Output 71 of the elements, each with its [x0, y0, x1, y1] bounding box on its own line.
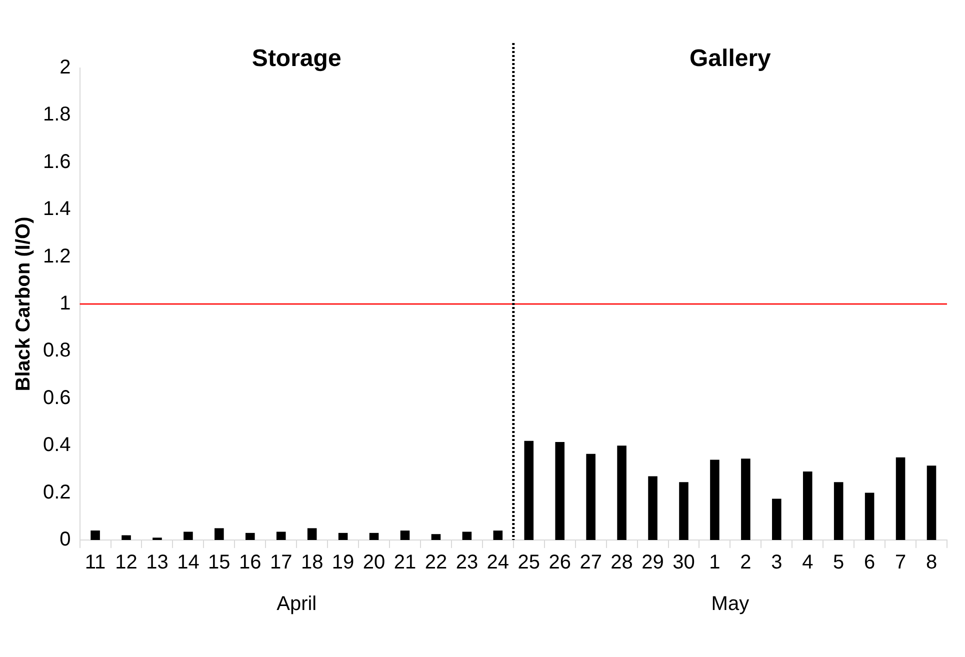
bar	[586, 454, 596, 540]
x-tick-label: 25	[518, 552, 540, 574]
x-tick-label: 1	[709, 552, 720, 574]
x-tick-label: 23	[456, 552, 478, 574]
y-axis-title: Black Carbon (I/O)	[12, 216, 35, 392]
x-tick-label: 8	[926, 552, 938, 574]
bar	[741, 458, 750, 540]
x-tick-label: 12	[115, 552, 138, 574]
x-tick-label: 13	[146, 552, 168, 574]
x-tick-label: 7	[894, 552, 906, 574]
y-tick-label: 2	[60, 56, 71, 79]
bar	[184, 532, 193, 540]
bar	[122, 535, 131, 540]
bar	[679, 482, 688, 540]
x-tick-label: 30	[672, 552, 695, 574]
bar	[307, 528, 317, 540]
y-tick-label: 1.8	[42, 104, 71, 126]
y-tick-label: 1	[60, 292, 71, 315]
x-tick-label: 19	[332, 552, 354, 574]
bar	[338, 532, 348, 540]
y-tick-label: 1.4	[42, 198, 71, 220]
x-tick-label: 28	[610, 552, 633, 574]
bar	[246, 532, 255, 540]
bar	[369, 532, 379, 540]
x-tick-label: 4	[802, 552, 814, 574]
annotation: Storage	[252, 45, 342, 72]
bar	[926, 466, 936, 540]
x-tick-label: 17	[270, 552, 292, 574]
text: May	[711, 593, 750, 615]
bar	[710, 460, 720, 540]
bar	[276, 532, 286, 540]
bar	[834, 482, 844, 540]
x-tick-label: 6	[864, 552, 876, 574]
y-tick-label: 0.4	[42, 434, 71, 456]
x-tick-label: 11	[84, 552, 106, 574]
bar	[802, 472, 812, 540]
y-tick-label: 0.6	[42, 386, 71, 409]
x-tick-label: 24	[486, 552, 510, 574]
annotation: Gallery	[690, 45, 772, 72]
bar	[617, 446, 626, 540]
bar	[214, 528, 224, 540]
bar	[431, 534, 441, 540]
y-tick-label: 1.2	[42, 245, 71, 268]
x-tick-label: 18	[300, 552, 324, 574]
x-tick-label: 21	[394, 552, 416, 574]
text: April	[276, 593, 317, 615]
y-tick-label: 0.2	[42, 481, 71, 504]
bar	[555, 442, 565, 540]
x-tick-label: 5	[833, 552, 844, 574]
bar	[493, 530, 503, 540]
x-tick-label: 27	[580, 552, 602, 574]
y-tick-label: 0.8	[42, 340, 71, 362]
x-tick-label: 29	[642, 552, 664, 574]
bar	[896, 457, 906, 540]
x-tick-label: 26	[548, 552, 571, 574]
bar	[648, 476, 658, 540]
x-tick-label: 3	[771, 552, 782, 574]
bar	[864, 492, 874, 540]
bar	[462, 532, 472, 540]
y-tick-label: 0	[60, 528, 71, 551]
bar	[524, 440, 534, 540]
x-tick-label: 2	[740, 552, 752, 574]
x-tick-label: 16	[239, 552, 262, 574]
bar	[772, 498, 782, 540]
bar	[400, 530, 410, 540]
x-tick-label: 15	[208, 552, 230, 574]
x-tick-label: 20	[362, 552, 386, 574]
x-tick-label: 22	[424, 552, 448, 574]
x-tick-label: 14	[177, 552, 200, 574]
bar	[90, 530, 100, 540]
y-tick-label: 1.6	[42, 150, 71, 173]
